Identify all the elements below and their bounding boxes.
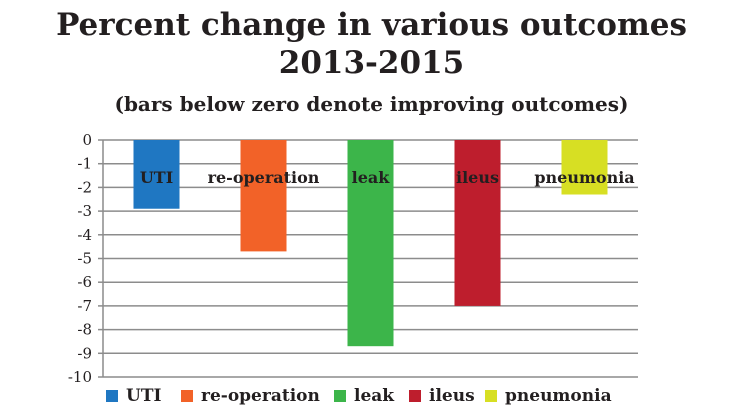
legend-label: pneumonia bbox=[505, 386, 612, 406]
y-tick-label: -1 bbox=[77, 155, 92, 173]
legend-label: leak bbox=[354, 386, 395, 406]
bar-re-operation bbox=[240, 140, 287, 252]
legend-item: UTI bbox=[106, 386, 161, 406]
bar-leak bbox=[347, 140, 394, 347]
y-tick-label: -7 bbox=[77, 297, 92, 315]
legend-swatch bbox=[485, 390, 497, 402]
bar-ileus bbox=[454, 140, 501, 306]
legend-label: ileus bbox=[429, 386, 475, 406]
bar-label: re-operation bbox=[208, 168, 320, 187]
y-tick-label: -3 bbox=[77, 202, 92, 220]
legend-label: UTI bbox=[126, 386, 162, 406]
chart-legend: UTI re-operation leak ileus pneumonia bbox=[0, 386, 743, 408]
y-tick-label: -5 bbox=[77, 250, 92, 268]
chart-subtitle: (bars below zero denote improving outcom… bbox=[114, 92, 629, 116]
bar-label: UTI bbox=[140, 168, 173, 187]
bar-UTI bbox=[133, 140, 180, 209]
legend-label: re-operation bbox=[201, 386, 320, 406]
chart-title: Percent change in various outcomes 2013-… bbox=[0, 6, 743, 82]
bar-pneumonia bbox=[561, 140, 608, 195]
legend-item: leak bbox=[334, 386, 394, 406]
legend-swatch bbox=[181, 390, 193, 402]
y-tick-label: -6 bbox=[77, 273, 92, 291]
legend-item: re-operation bbox=[181, 386, 320, 406]
y-tick-label: -9 bbox=[77, 344, 92, 362]
bar-label: leak bbox=[352, 168, 391, 187]
legend-swatch bbox=[106, 390, 118, 402]
y-tick-label: -4 bbox=[77, 226, 92, 244]
chart-title-line1: Percent change in various outcomes bbox=[56, 7, 687, 43]
legend-item: ileus bbox=[409, 386, 475, 406]
y-tick-label: 0 bbox=[82, 131, 92, 149]
legend-swatch bbox=[334, 390, 346, 402]
bar-label: ileus bbox=[456, 168, 499, 187]
bar-label: pneumonia bbox=[534, 168, 634, 187]
chart-title-line2: 2013-2015 bbox=[278, 45, 465, 81]
y-tick-label: -8 bbox=[77, 321, 92, 339]
legend-swatch bbox=[409, 390, 421, 402]
legend-item: pneumonia bbox=[485, 386, 612, 406]
y-tick-label: -10 bbox=[68, 368, 92, 386]
y-tick-label: -2 bbox=[77, 178, 92, 196]
